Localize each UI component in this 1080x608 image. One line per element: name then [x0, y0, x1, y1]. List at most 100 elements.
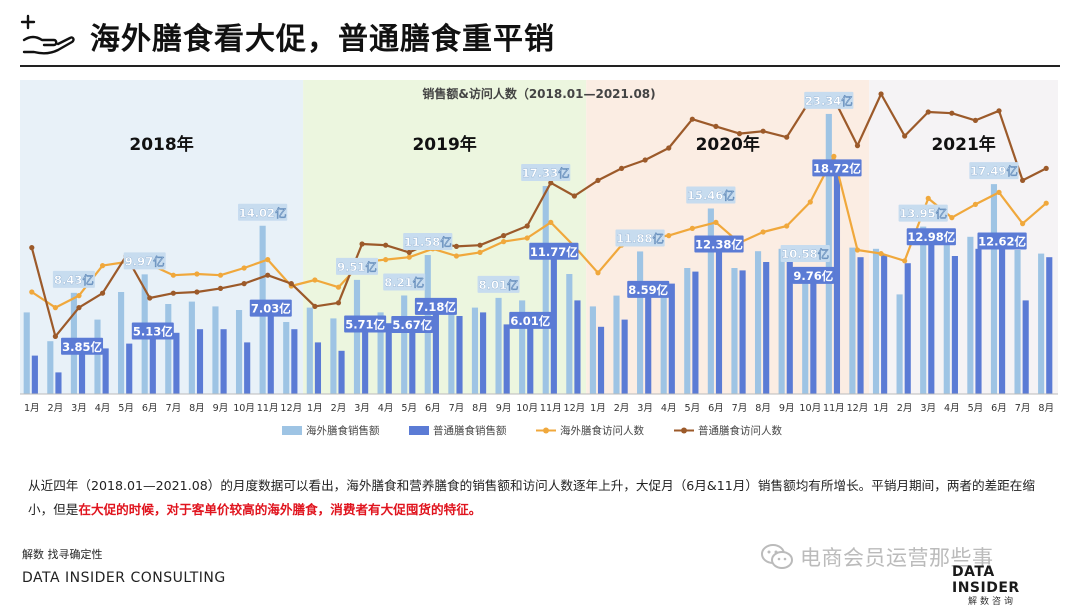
- x-tick-label: 11月: [823, 403, 845, 414]
- bar-overseas-sales: [896, 294, 903, 394]
- bar-overseas-sales: [94, 319, 101, 394]
- x-tick-label: 11月: [257, 403, 279, 414]
- point-overseas-visitors: [902, 258, 908, 264]
- point-regular-visitors: [1043, 165, 1049, 171]
- point-overseas-visitors: [501, 239, 507, 245]
- data-label: 11.88亿: [616, 231, 664, 245]
- footer-tagline: 解数 找寻确定性: [22, 548, 103, 561]
- year-label: 2021年: [931, 134, 995, 155]
- point-regular-visitors: [359, 241, 365, 247]
- data-label-box: [131, 322, 174, 340]
- bar-overseas-sales: [165, 304, 172, 394]
- chart-container: 2018年 2019年 2020年 2021年 销售额&访问人数（2018.01—202…: [0, 72, 1080, 450]
- x-tick-label: 2月: [331, 403, 347, 414]
- x-tick-label: 8月: [1038, 403, 1054, 414]
- x-tick-label: 8月: [472, 403, 488, 414]
- bar-overseas-sales: [589, 306, 596, 394]
- x-tick-label: 2月: [48, 403, 64, 414]
- data-label-box: [238, 203, 288, 221]
- point-overseas-visitors: [170, 272, 176, 278]
- data-label-box: [694, 235, 744, 253]
- point-overseas-visitors: [666, 233, 672, 239]
- wechat-account-name: 电商会员运营那些事: [800, 546, 994, 570]
- data-label: 6.01亿: [510, 314, 550, 328]
- point-regular-visitors: [312, 303, 318, 309]
- point-regular-visitors: [477, 242, 483, 248]
- point-overseas-visitors: [265, 257, 271, 263]
- page-title: 海外膳食看大促，普通膳食重平销: [90, 22, 555, 57]
- point-overseas-visitors: [689, 225, 695, 231]
- x-tick-label: 7月: [1015, 403, 1031, 414]
- data-label: 15.46亿: [687, 188, 735, 202]
- data-label: 8.21亿: [384, 275, 424, 289]
- data-label: 7.18亿: [416, 300, 456, 314]
- x-tick-label: 2月: [897, 403, 913, 414]
- point-regular-visitors: [170, 290, 176, 296]
- bar-regular-sales: [833, 169, 841, 394]
- bar-regular-sales: [857, 257, 864, 394]
- bar-overseas-sales: [283, 322, 290, 394]
- bar-regular-sales: [31, 355, 38, 394]
- data-label-box: [792, 266, 835, 284]
- x-tick-label: 12月: [563, 403, 585, 414]
- bar-regular-sales: [715, 245, 723, 394]
- point-regular-visitors: [335, 300, 342, 306]
- x-tick-label: 12月: [280, 403, 302, 414]
- bar-overseas-sales: [660, 282, 667, 394]
- point-overseas-visitors: [996, 189, 1002, 195]
- point-overseas-visitors: [878, 251, 884, 257]
- point-overseas-visitors: [713, 219, 719, 225]
- data-label-box: [123, 252, 166, 270]
- point-regular-visitors: [996, 108, 1002, 114]
- legend-label: 普通膳食销售额: [433, 424, 507, 437]
- bar-overseas-sales: [1038, 253, 1045, 394]
- point-regular-visitors: [524, 223, 530, 229]
- x-tick-label: 5月: [684, 403, 700, 414]
- legend-swatch: [282, 426, 302, 435]
- point-overseas-visitors: [854, 247, 861, 253]
- sales-visitors-chart: 2018年 2019年 2020年 2021年 销售额&访问人数（2018.01—202…: [20, 80, 1058, 437]
- point-regular-visitors: [949, 110, 955, 116]
- point-overseas-visitors: [524, 235, 530, 241]
- x-tick-label: 3月: [354, 403, 370, 414]
- bar-regular-sales: [975, 248, 982, 394]
- line-regular-visitors: [30, 92, 1047, 338]
- point-regular-visitors: [689, 116, 695, 122]
- x-tick-label: 9月: [779, 403, 795, 414]
- legend-marker: [681, 427, 687, 434]
- point-overseas-visitors: [595, 270, 601, 276]
- bar-regular-sales: [928, 238, 935, 394]
- point-regular-visitors: [265, 272, 271, 278]
- data-label: 8.43亿: [54, 273, 94, 287]
- bar-regular-sales: [102, 348, 109, 394]
- data-label: 5.67亿: [392, 318, 432, 332]
- bar-overseas-sales: [212, 306, 219, 394]
- bar-overseas-sales: [188, 301, 195, 394]
- bar-regular-sales: [739, 270, 746, 394]
- x-tick-label: 1月: [590, 403, 606, 414]
- point-overseas-visitors: [217, 272, 224, 278]
- data-label-box: [780, 245, 830, 263]
- data-label-box: [391, 315, 434, 333]
- data-label: 8.59亿: [628, 283, 668, 297]
- brand-subtitle: 解数咨询: [968, 597, 1017, 607]
- bar-regular-sales: [149, 332, 156, 394]
- x-tick-label: 5月: [968, 403, 984, 414]
- point-overseas-visitors: [807, 199, 813, 205]
- year-label: 2018年: [129, 134, 193, 155]
- bar-regular-sales: [763, 262, 770, 394]
- data-label-box: [812, 159, 862, 177]
- data-label: 10.58亿: [781, 247, 829, 261]
- point-regular-visitors: [383, 242, 389, 248]
- data-label-box: [414, 297, 457, 315]
- data-label-box: [686, 186, 736, 204]
- bar-regular-sales: [338, 350, 345, 394]
- bar-overseas-sales: [990, 184, 998, 394]
- point-overseas-visitors: [548, 219, 554, 225]
- point-regular-visitors: [878, 91, 884, 97]
- point-regular-visitors: [99, 290, 106, 296]
- bar-overseas-sales: [778, 248, 785, 394]
- brand-logo: DATA INSIDER 解数咨询: [952, 564, 1062, 608]
- x-tick-label: 4月: [944, 403, 960, 414]
- bar-regular-sales: [550, 252, 557, 394]
